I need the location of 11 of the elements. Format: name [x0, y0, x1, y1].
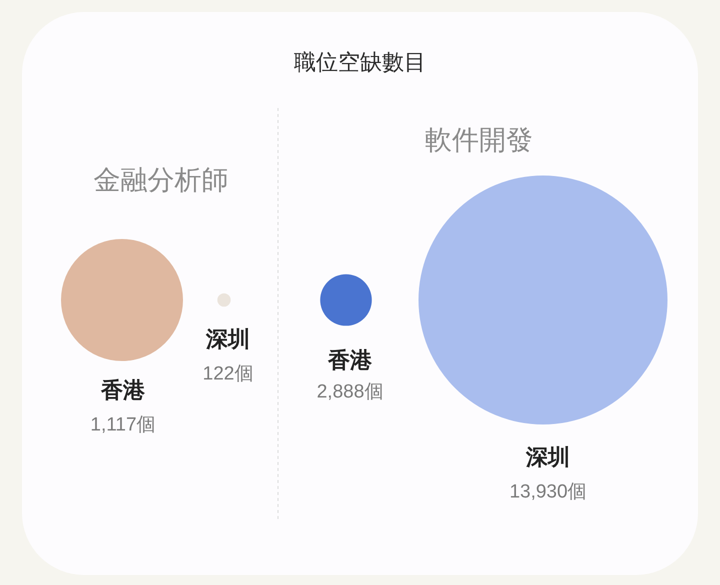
data-label: 1,117個: [90, 414, 156, 436]
category-label: 深圳: [205, 326, 250, 352]
text: 職位空缺數目: [294, 50, 426, 74]
data-label: 2,888個: [316, 382, 384, 402]
category-label: 香港: [328, 348, 372, 372]
category-label: 深圳: [526, 444, 570, 470]
text: 金融分析師: [94, 165, 228, 195]
category-label: 香港: [100, 378, 146, 402]
text: 軟件開發: [425, 125, 533, 155]
data-label: 122個: [202, 364, 254, 384]
data-label: 13,930個: [509, 482, 587, 502]
